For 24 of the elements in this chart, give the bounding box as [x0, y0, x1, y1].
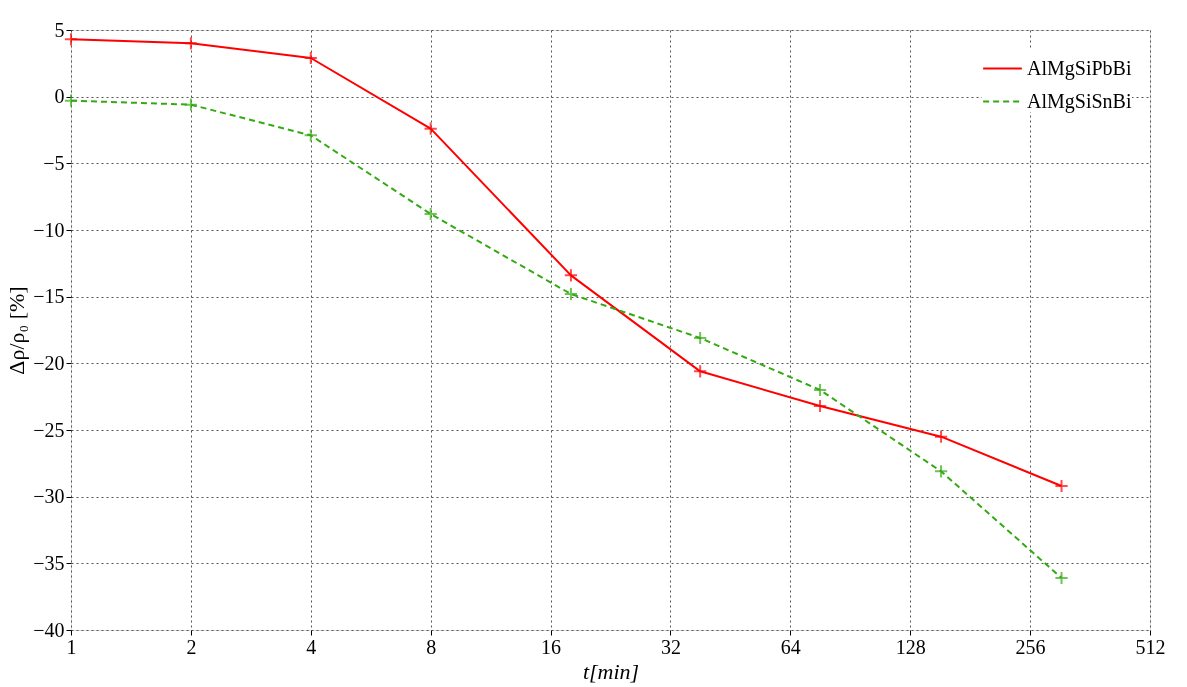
y-tick-label: −5: [43, 151, 65, 174]
y-tick-label: −35: [33, 551, 65, 574]
y-tick-label: −25: [33, 418, 65, 441]
x-tick-label: 8: [426, 635, 437, 658]
legend-label: AlMgSiSnBi: [1027, 89, 1132, 113]
y-tick-label: −40: [33, 618, 65, 641]
x-tick-label: 1: [66, 635, 77, 658]
y-tick-label: −20: [33, 351, 65, 374]
y-tick-label: 5: [54, 18, 65, 41]
x-tick-label: 32: [660, 635, 681, 658]
x-tick-label: 4: [306, 635, 317, 658]
x-tick-label: 256: [1015, 635, 1046, 658]
x-tick-label: 512: [1135, 635, 1166, 658]
legend-label: AlMgSiPbBi: [1027, 56, 1132, 80]
y-tick-label: −30: [33, 485, 65, 508]
x-tick-label: 2: [186, 635, 197, 658]
y-tick-label: 0: [54, 85, 65, 108]
x-tick-label: 16: [541, 635, 562, 658]
y-tick-label: −10: [33, 218, 65, 241]
x-tick-label: 128: [895, 635, 926, 658]
y-axis-title: Δρ/ρ₀ [%]: [4, 286, 30, 375]
y-tick-label: −15: [33, 285, 65, 308]
x-tick-label: 64: [780, 635, 801, 658]
x-axis-title: t[min]: [582, 658, 640, 684]
